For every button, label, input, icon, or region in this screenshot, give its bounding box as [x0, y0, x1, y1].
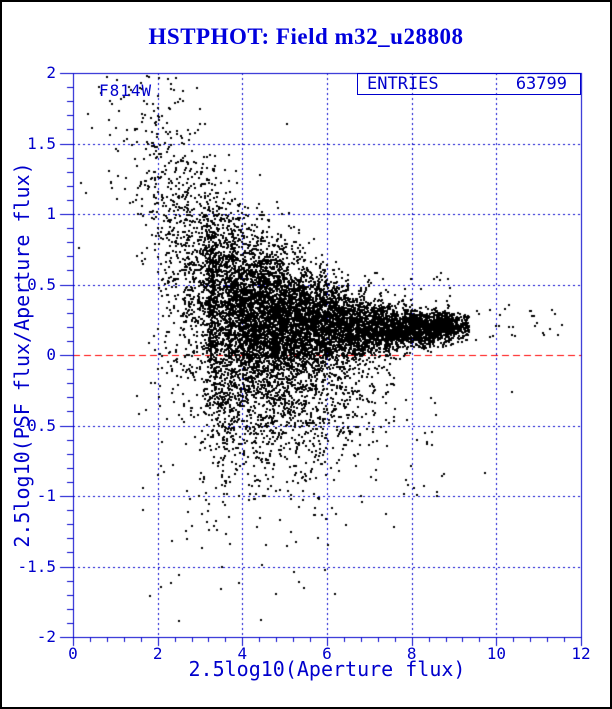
y-tick-label: 0: [46, 345, 56, 364]
filter-label: F814W: [99, 81, 153, 100]
x-tick-label: 6: [322, 644, 332, 663]
page-title: HSTPHOT: Field m32_u28808: [148, 24, 464, 49]
x-tick-label: 4: [237, 644, 248, 663]
y-tick-label: 0.5: [27, 274, 56, 294]
y-tick-label: 2: [46, 63, 56, 82]
y-tick-label: -2: [36, 627, 56, 646]
y-tick-label: -0.5: [17, 415, 56, 435]
y-tick-label: -1: [36, 486, 56, 505]
x-tick-label: 10: [486, 644, 506, 663]
y-tick-label: 1: [46, 204, 56, 223]
x-tick-label: 12: [571, 644, 591, 663]
x-axis-title: 2.5log10(Aperture flux): [188, 657, 466, 681]
stats-box-label: ENTRIES: [367, 74, 439, 94]
stats-box: ENTRIES 63799: [357, 73, 581, 95]
stats-box-value: 63799: [515, 74, 567, 94]
y-tick-label: 1.5: [27, 133, 56, 153]
x-tick-label: 2: [152, 644, 163, 663]
x-tick-label: 8: [406, 644, 417, 663]
x-tick-label: 0: [68, 644, 78, 663]
y-tick-label: -1.5: [17, 556, 56, 576]
